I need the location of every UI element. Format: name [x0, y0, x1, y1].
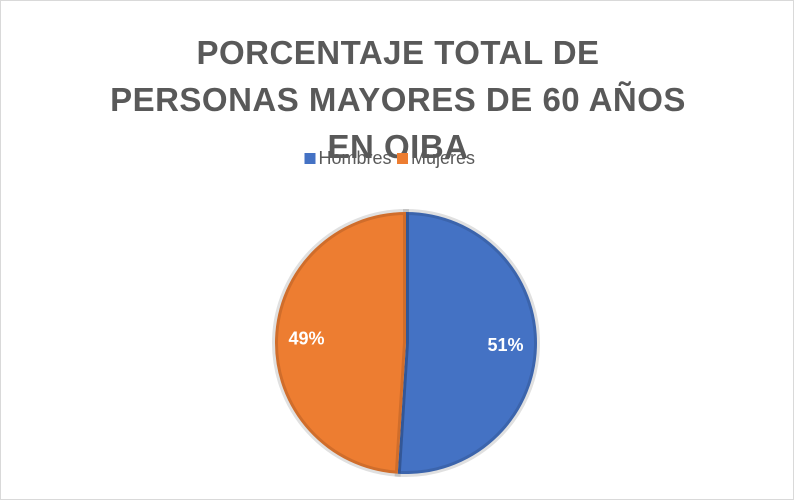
legend-label: Hombres [319, 148, 392, 168]
legend-swatch [304, 153, 316, 164]
data-label: 51% [487, 335, 523, 355]
chart-title: PORCENTAJE TOTAL DE PERSONAS MAYORES DE … [110, 34, 686, 165]
pie-slice [394, 208, 540, 477]
pie-slice [271, 208, 409, 477]
legend-label: Mujeres [411, 148, 475, 168]
legend-swatch [397, 153, 408, 164]
data-label: 49% [288, 329, 324, 349]
